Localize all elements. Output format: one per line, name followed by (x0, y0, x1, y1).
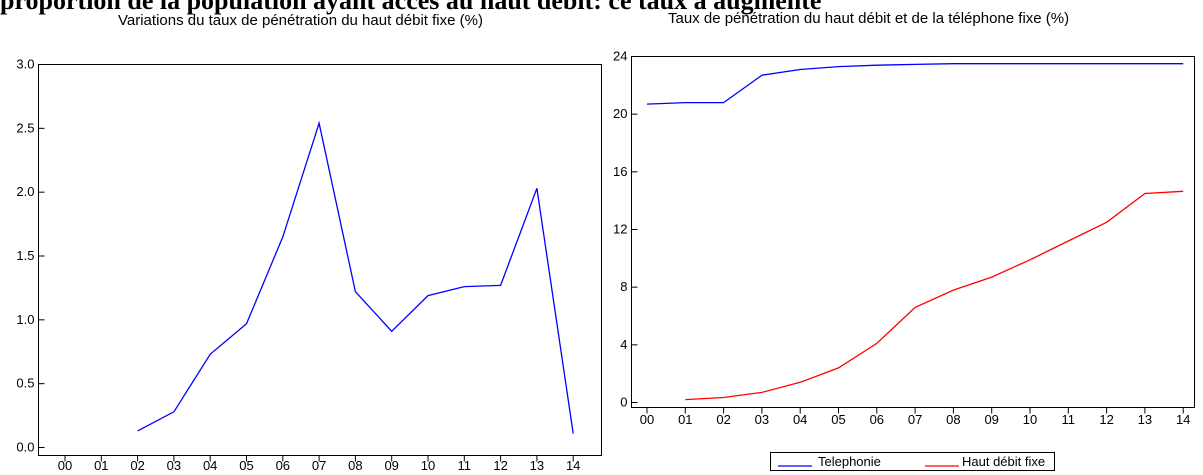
chart-1-ytick-label: 2.5 (16, 120, 34, 135)
chart-1-title: Variations du taux de pénétration du hau… (118, 12, 483, 29)
chart-1-xtick-label: 14 (566, 458, 580, 473)
chart-2-xtick-label: 09 (984, 412, 998, 427)
chart-1-xtick-label: 12 (493, 458, 507, 473)
chart-1-ytick-label: 0.5 (16, 376, 34, 391)
page-heading: proportion de la population ayant accès … (0, 0, 822, 15)
chart-1-ytick-label: 3.0 (16, 57, 34, 72)
chart-1-ytick-label: 1.0 (16, 312, 34, 327)
chart-1-series-line-0 (137, 120, 574, 434)
chart-2-ytick-label: 0 (620, 395, 627, 410)
chart-2-xtick-label: 04 (793, 412, 807, 427)
chart-1-ytick-label: 1.5 (16, 248, 34, 263)
chart-2-ytick-label: 24 (613, 49, 627, 64)
chart-2-ytick-label: 4 (620, 337, 627, 352)
chart-2-frame (631, 56, 1195, 408)
chart-1-ytick-label: 0.0 (16, 440, 34, 455)
chart-1-xtick-label: 09 (384, 458, 398, 473)
chart-2-series-line-telephonie (646, 63, 1184, 105)
chart-2-ytick-label: 20 (613, 106, 627, 121)
chart-1-xtick-label: 13 (530, 458, 544, 473)
chart-1-xtick-label: 07 (312, 458, 326, 473)
chart-1-xtick-label: 10 (421, 458, 435, 473)
chart-2-xtick-label: 05 (831, 412, 845, 427)
chart-2-ytick-label: 12 (613, 222, 627, 237)
chart-1-ytick-label: 2.0 (16, 184, 34, 199)
chart-2-xtick-label: 12 (1099, 412, 1113, 427)
chart-1-xtick-label: 06 (276, 458, 290, 473)
chart-1-frame (38, 64, 602, 456)
chart-1-xtick-label: 02 (130, 458, 144, 473)
chart-1-xtick-label: 01 (94, 458, 108, 473)
chart-2-xtick-label: 00 (640, 412, 654, 427)
chart-2-xtick-label: 07 (908, 412, 922, 427)
chart-2-xtick-label: 10 (1023, 412, 1037, 427)
chart-2-xtick-label: 13 (1138, 412, 1152, 427)
legend-label-2: Haut débit fixe (962, 454, 1045, 469)
chart-1-xtick-label: 04 (203, 458, 217, 473)
chart-2-xtick-label: 14 (1176, 412, 1190, 427)
chart-2-xtick-label: 02 (716, 412, 730, 427)
chart-2-legend: Telephonie Haut débit fixe (770, 452, 1055, 471)
chart-2-series-line-haut-d-bit-fixe (685, 190, 1184, 401)
chart-1-xtick-label: 08 (348, 458, 362, 473)
legend-label-1: Telephonie (818, 454, 881, 469)
chart-2-xtick-label: 11 (1062, 412, 1076, 427)
chart-2-ytick-label: 16 (613, 164, 627, 179)
chart-1-xtick-label: 05 (239, 458, 253, 473)
chart-2-xtick-label: 08 (946, 412, 960, 427)
chart-2-xtick-label: 06 (870, 412, 884, 427)
chart-2-title: Taux de pénétration du haut débit et de … (668, 10, 1070, 27)
chart-1-xtick-label: 11 (458, 458, 472, 473)
chart-1-xtick-label: 03 (167, 458, 181, 473)
chart-2-xtick-label: 01 (678, 412, 692, 427)
chart-2-xtick-label: 03 (755, 412, 769, 427)
chart-2-ytick-label: 8 (620, 279, 627, 294)
chart-1-plot: 0.0 0.5 1.0 1.5 2.0 2.5 3.0 00 01 02 03 04 05 06 07 08 0… (16, 57, 580, 474)
chart-1-xtick-label: 00 (58, 458, 72, 473)
